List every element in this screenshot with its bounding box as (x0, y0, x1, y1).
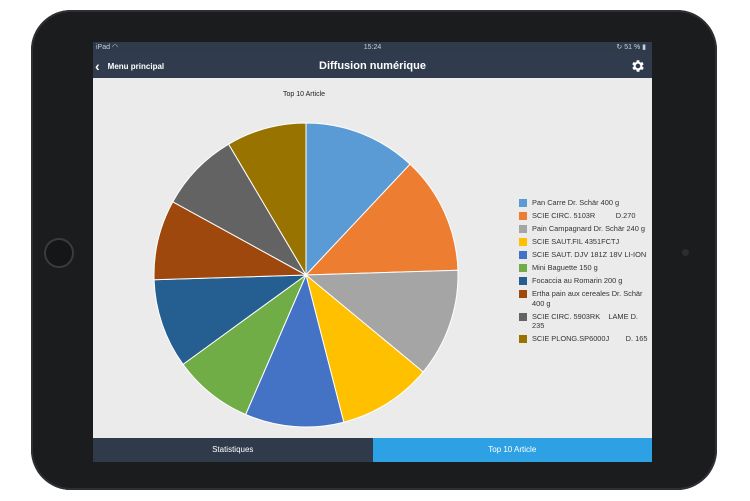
legend-swatch (519, 212, 527, 220)
battery-icon: ▮ (642, 44, 646, 51)
camera-dot (682, 249, 689, 256)
pie-slice-10[interactable] (227, 122, 307, 277)
legend-item-6: Mini Baguette 150 g (519, 263, 649, 273)
status-battery: ↻ 51 % ▮ (616, 42, 646, 54)
pie-slice-1[interactable] (305, 122, 411, 277)
legend-item-7: Focaccia au Romarin 200 g (519, 276, 649, 286)
legend-item-1: Pan Carre Dr. Schär 400 g (519, 198, 649, 208)
legend-label: Mini Baguette 150 g (532, 263, 598, 272)
legend-item-3: Pain Campagnard Dr. Schär 240 g (519, 224, 649, 234)
lock-rotation-icon: ↻ (616, 44, 623, 51)
pie-slice-4[interactable] (305, 273, 424, 423)
status-bar: iPad ◠ 15:24 ↻ 51 % ▮ (93, 42, 652, 54)
legend-label: Pan Carre Dr. Schär 400 g (532, 198, 620, 207)
legend-item-10: SCIE PLONG.SP6000J D. 165 (519, 334, 649, 344)
chart-area: Top 10 Article Pan Carre Dr. Schär 400 g… (93, 78, 652, 438)
legend-swatch (519, 290, 527, 298)
legend-label: SCIE CIRC. 5103R D.270 (532, 211, 636, 220)
pie-slice-2[interactable] (304, 163, 459, 276)
device-name-wifi: iPad ◠ (96, 42, 118, 54)
legend-swatch (519, 199, 527, 207)
pie-slice-3[interactable] (304, 269, 459, 373)
tab-statistiques[interactable]: Statistiques (93, 438, 373, 462)
chevron-left-icon: ‹ (95, 58, 100, 74)
home-button[interactable] (44, 238, 74, 268)
chart-title: Top 10 Article (283, 91, 326, 98)
legend-swatch (519, 264, 527, 272)
legend-label: SCIE SAUT. DJV 181Z 18V LI-ION (532, 250, 647, 259)
legend-swatch (519, 225, 527, 233)
app-screen: iPad ◠ 15:24 ↻ 51 % ▮ ‹ Menu principal D… (93, 42, 652, 462)
legend-swatch (519, 251, 527, 259)
back-button[interactable]: ‹ Menu principal (95, 56, 164, 76)
gear-icon[interactable] (630, 58, 646, 74)
legend-item-5: SCIE SAUT. DJV 181Z 18V LI-ION (519, 250, 649, 260)
tab-top10-article[interactable]: Top 10 Article (372, 438, 652, 462)
pie-slice-7[interactable] (153, 274, 308, 366)
nav-bar: ‹ Menu principal Diffusion numérique (93, 54, 652, 78)
chart-legend: Pan Carre Dr. Schär 400 g SCIE CIRC. 5103… (519, 198, 649, 347)
tab-bar: Statistiques Top 10 Article (93, 438, 652, 462)
legend-label: Pain Campagnard Dr. Schär 240 g (532, 224, 645, 233)
battery-percent: 51 % (624, 44, 641, 51)
legend-swatch (519, 312, 527, 321)
legend-label: SCIE PLONG.SP6000J D. 165 (532, 334, 648, 343)
wifi-icon: ◠ (111, 44, 119, 51)
legend-label: SCIE SAUT.FIL 4351FCTJ (532, 237, 620, 246)
device-name: iPad (96, 44, 111, 51)
status-time: 15:24 (363, 44, 382, 51)
legend-label: Focaccia au Romarin 200 g (532, 276, 623, 285)
page-title: Diffusion numérique (319, 60, 426, 72)
legend-item-4: SCIE SAUT.FIL 4351FCTJ (519, 237, 649, 247)
legend-item-8: Ertha pain aux cereales Dr. Schär 400 g (519, 289, 649, 308)
legend-swatch (519, 335, 527, 343)
legend-item-2: SCIE CIRC. 5103R D.270 (519, 211, 649, 221)
pie-slice-5[interactable] (244, 273, 345, 428)
legend-swatch (519, 238, 527, 246)
legend-swatch (519, 277, 527, 285)
back-button-label: Menu principal (107, 61, 165, 71)
legend-label: Ertha pain aux cereales Dr. Schär 400 g (532, 289, 645, 308)
pie-chart (153, 122, 459, 428)
legend-label: SCIE CIRC. 5903RK LAME D. 235 (532, 311, 641, 331)
legend-item-9: SCIE CIRC. 5903RK LAME D. 235 (519, 312, 649, 331)
